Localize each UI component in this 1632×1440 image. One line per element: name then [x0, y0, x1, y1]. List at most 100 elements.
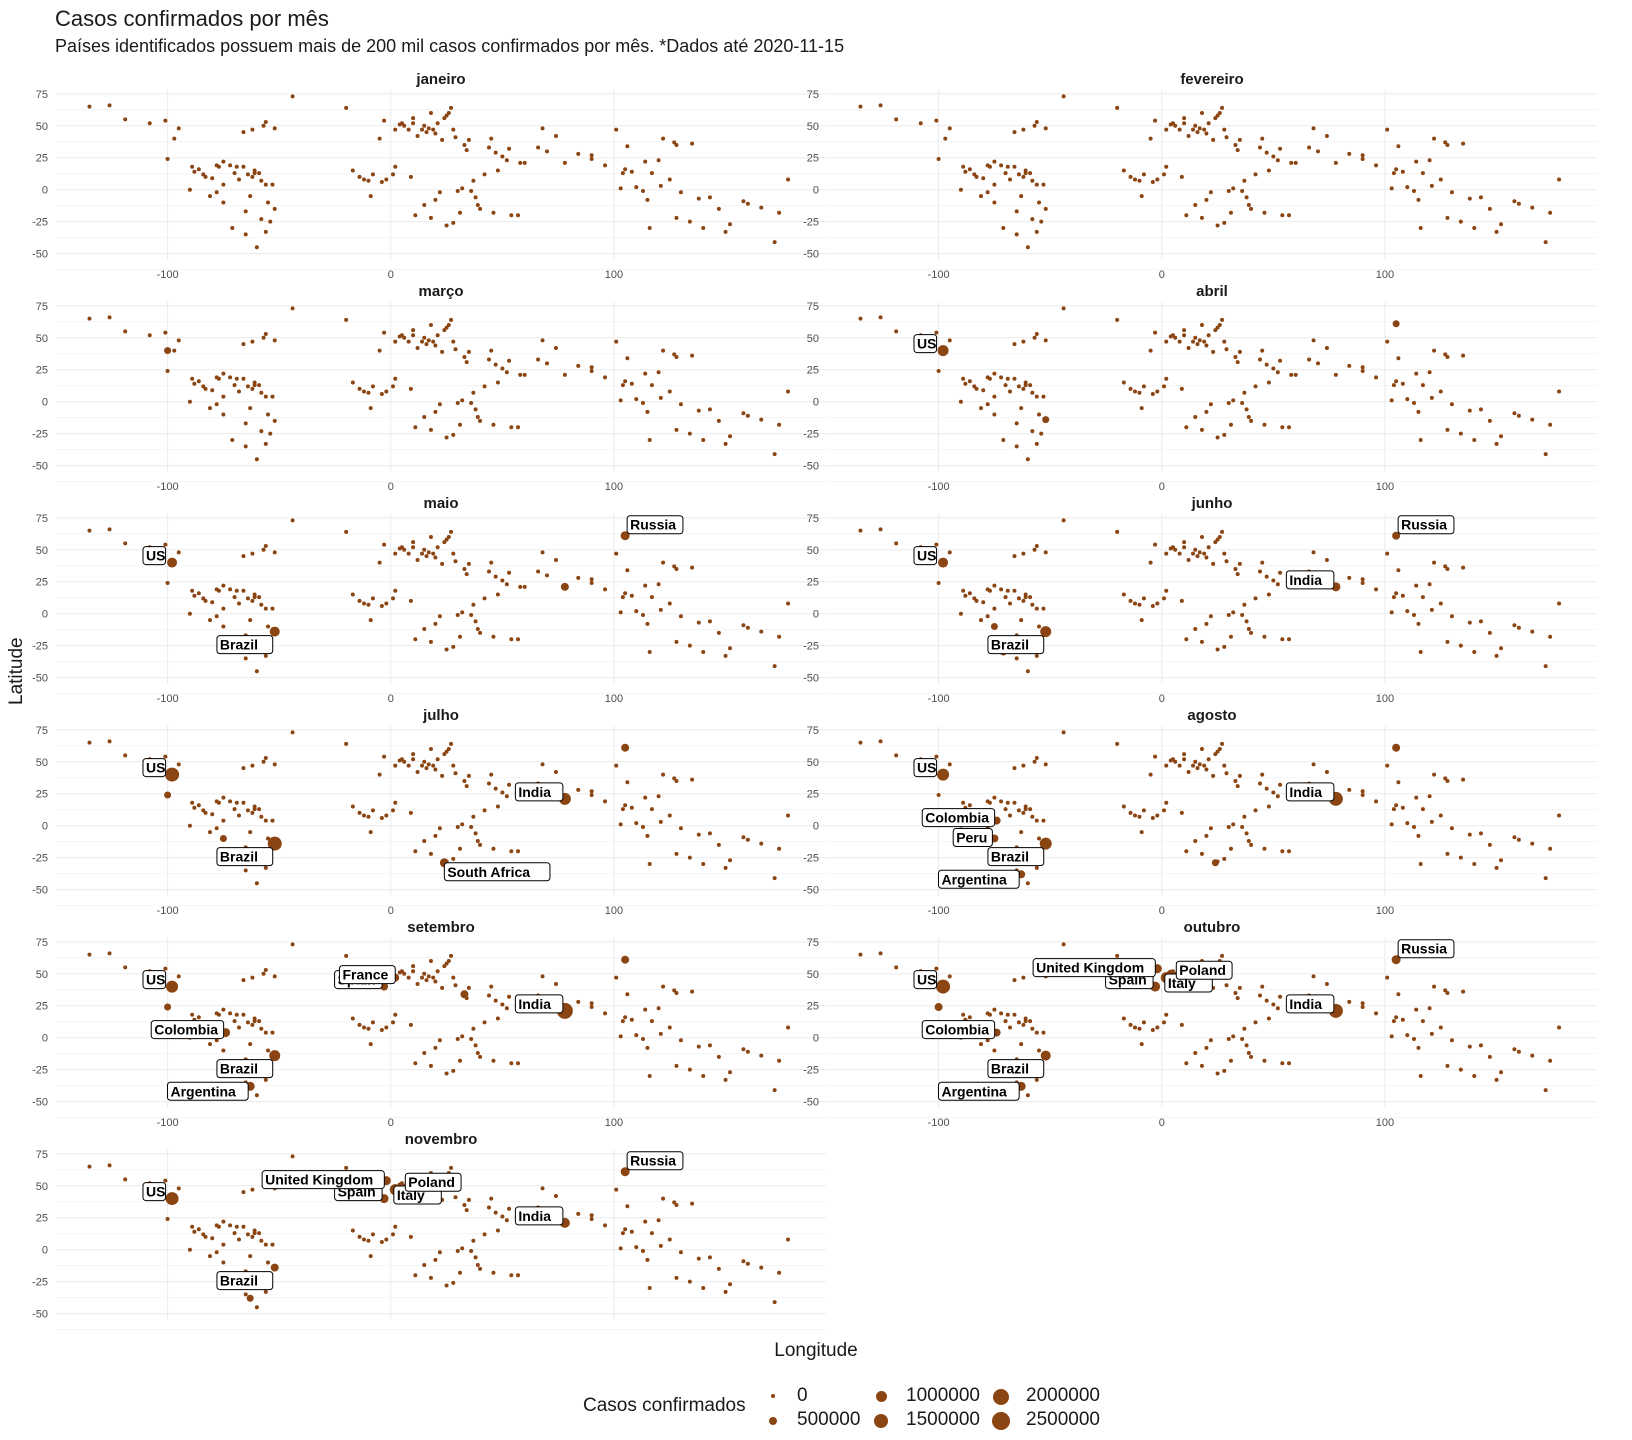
country-point — [250, 1022, 255, 1027]
country-point — [540, 1186, 545, 1191]
country-point — [210, 388, 215, 393]
gridlines — [827, 302, 1597, 483]
country-point — [1237, 773, 1242, 778]
country-point — [263, 394, 268, 399]
country-point — [858, 528, 863, 533]
country-point — [507, 358, 512, 363]
country-point — [992, 159, 997, 164]
country-point — [1039, 219, 1044, 224]
country-label: Brazil — [216, 1271, 274, 1291]
country-label-text: India — [518, 996, 551, 1012]
country-point — [466, 137, 471, 142]
country-point — [1228, 846, 1233, 851]
country-point — [245, 596, 250, 601]
country-point — [245, 1020, 250, 1025]
country-point — [1427, 582, 1432, 587]
country-point — [625, 992, 630, 997]
country-point — [1416, 409, 1421, 414]
country-point — [187, 187, 192, 192]
country-point — [391, 172, 396, 177]
country-point — [1137, 178, 1142, 183]
country-point — [368, 194, 373, 199]
country-point — [210, 600, 215, 605]
country-point — [992, 394, 997, 399]
country-label-box — [514, 1206, 564, 1226]
country-point — [1019, 194, 1024, 199]
country-point — [1206, 333, 1211, 338]
country-point — [469, 824, 474, 829]
country-point — [457, 1270, 462, 1275]
country-point — [368, 618, 373, 623]
country-point — [1179, 174, 1184, 179]
country-point-large — [938, 557, 949, 568]
country-label: South Africa — [443, 862, 551, 882]
country-point — [216, 376, 221, 381]
gridlines — [56, 90, 826, 271]
country-point — [999, 799, 1004, 804]
country-label-box — [142, 758, 167, 778]
country-point — [707, 195, 712, 200]
country-point — [1557, 177, 1562, 182]
country-point — [393, 376, 398, 381]
country-point — [1177, 127, 1182, 132]
country-point — [241, 376, 246, 381]
country-point — [1034, 818, 1039, 823]
country-point — [707, 407, 712, 412]
country-point — [268, 219, 273, 224]
country-point — [210, 812, 215, 817]
country-point — [362, 1025, 366, 1030]
country-point — [974, 598, 979, 603]
country-point — [1008, 389, 1013, 394]
country-point — [1275, 1006, 1280, 1011]
country-point — [1162, 172, 1167, 177]
country-point — [1257, 145, 1262, 150]
country-point — [107, 527, 112, 532]
country-point — [1260, 984, 1265, 989]
country-point — [451, 127, 456, 132]
country-point — [1260, 136, 1265, 141]
country-point — [625, 568, 630, 573]
country-point — [1014, 232, 1019, 237]
country-point — [518, 160, 523, 165]
country-point — [540, 762, 545, 767]
country-point — [216, 800, 221, 805]
country-point — [649, 171, 654, 176]
country-point — [1445, 142, 1450, 147]
country-point — [1199, 1063, 1204, 1068]
country-point — [1389, 610, 1394, 615]
country-point — [393, 800, 398, 805]
country-point — [1003, 383, 1008, 388]
country-point — [254, 457, 259, 462]
country-point — [1220, 741, 1225, 746]
y-tick-label: 75 — [36, 725, 48, 737]
country-point — [1445, 215, 1450, 220]
country-point — [553, 770, 558, 775]
country-point — [1148, 560, 1153, 565]
country-point — [674, 566, 679, 571]
country-point — [701, 438, 706, 443]
country-point — [1141, 172, 1146, 177]
country-point — [643, 583, 648, 588]
country-point — [777, 422, 782, 427]
country-point — [947, 338, 952, 343]
country-point — [961, 1012, 966, 1017]
country-point — [433, 555, 438, 560]
country-point — [947, 974, 952, 979]
country-point — [234, 1224, 239, 1229]
country-point — [243, 209, 248, 214]
country-point — [455, 188, 460, 193]
country-point — [453, 983, 458, 988]
country-point — [433, 197, 438, 202]
country-point — [728, 434, 733, 439]
country-point — [1019, 830, 1024, 835]
country-point — [1034, 865, 1039, 870]
country-point — [446, 323, 451, 328]
country-point — [1311, 974, 1316, 979]
country-point — [961, 588, 966, 593]
country-point — [1280, 1061, 1285, 1066]
country-point — [1184, 637, 1189, 642]
country-point — [1249, 418, 1254, 423]
country-point — [270, 394, 275, 399]
country-point — [589, 365, 594, 370]
country-point — [263, 1030, 268, 1035]
